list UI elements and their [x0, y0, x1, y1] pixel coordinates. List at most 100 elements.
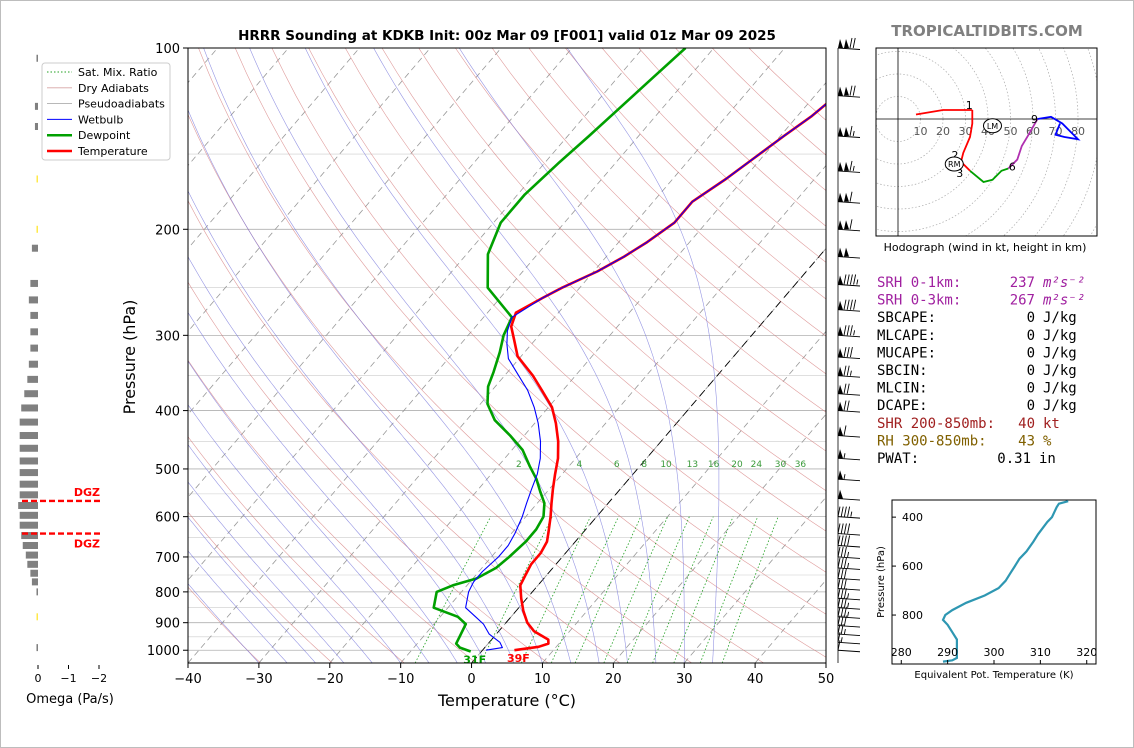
barb-half — [847, 593, 850, 599]
mixing-ratio-line — [652, 516, 714, 663]
omega-bar — [30, 344, 38, 352]
index-label: MLCIN: — [877, 381, 928, 397]
barb-full — [843, 383, 847, 394]
barb-staff — [837, 375, 861, 378]
omega-bar — [31, 578, 38, 586]
barb-full — [840, 506, 844, 517]
omega-bar — [22, 541, 38, 549]
barb-staff — [837, 228, 861, 232]
storm-motion-label: LM — [987, 122, 998, 131]
barb-staff — [837, 393, 861, 396]
barb-staff — [837, 533, 861, 536]
wind-barb — [837, 568, 861, 581]
y-tick-label: 1000 — [147, 644, 180, 659]
barb-staff — [837, 516, 861, 519]
wind-barb — [837, 632, 861, 645]
plot-content — [188, 48, 826, 663]
barb-staff — [837, 435, 861, 438]
barb-flag — [844, 192, 849, 202]
x-tick-label: 50 — [818, 672, 835, 687]
thetae-plot: 280 290 300 310 320 400 600 800 — [891, 499, 1097, 665]
barb-full — [843, 535, 847, 546]
barb-full — [843, 523, 847, 534]
moist-adiabat — [304, 48, 628, 663]
barb-half — [856, 279, 859, 285]
barb-staff — [837, 256, 861, 259]
temperature-series — [509, 102, 826, 652]
barb-full — [849, 346, 853, 358]
dry-adiabat — [188, 113, 692, 663]
barb-full — [837, 506, 841, 517]
index-value: 0 — [1027, 310, 1035, 326]
barb-staff — [837, 597, 861, 601]
mixing-ratio-line — [626, 516, 690, 663]
omega-tick-label: 0 — [35, 672, 42, 685]
wind-barb — [837, 606, 861, 619]
index-label: DCAPE: — [877, 398, 928, 414]
hodo-segment — [1007, 118, 1039, 170]
barb-full — [837, 557, 841, 569]
omega-bar — [30, 311, 38, 319]
moist-adiabat — [203, 48, 572, 663]
skewt-xlabel: Temperature (°C) — [437, 691, 576, 710]
mixing-ratio-label: 24 — [751, 460, 763, 470]
wind-barb — [837, 365, 861, 378]
omega-bar — [36, 175, 38, 183]
omega-bar — [27, 375, 38, 383]
barb-full — [843, 615, 847, 626]
hodo-ring-label: 30 — [959, 125, 973, 138]
moist-adiabat — [188, 550, 288, 663]
barb-flag — [838, 401, 843, 411]
barb-flag — [844, 39, 849, 48]
mixing-ratio-line — [574, 516, 642, 663]
barb-half — [843, 474, 846, 480]
barb-staff — [837, 410, 861, 413]
y-tick-label: 200 — [155, 223, 180, 238]
wind-barb — [837, 400, 861, 413]
barb-full — [849, 219, 853, 230]
y-tick-label: 300 — [155, 329, 180, 344]
omega-bar — [18, 502, 38, 510]
dry-adiabat — [188, 511, 333, 663]
index-row: RH 300-850mb: 43% — [877, 433, 1052, 449]
barb-full — [846, 400, 850, 411]
index-unit: kt — [1043, 416, 1060, 432]
barb-flag — [838, 275, 843, 285]
barb-full — [846, 383, 850, 394]
barb-half — [847, 602, 850, 608]
barb-full — [840, 623, 844, 635]
barb-flag — [838, 449, 843, 459]
barb-half — [849, 370, 852, 376]
y-tick-label: 500 — [155, 463, 180, 478]
omega-bar — [19, 457, 38, 465]
dry-adiabat — [198, 48, 764, 663]
thetae-x-tick-label: 310 — [1030, 646, 1051, 659]
index-unit: J/kg — [1043, 398, 1077, 414]
wind-barb — [837, 615, 861, 628]
barb-flag — [838, 127, 843, 137]
barb-staff — [837, 356, 861, 360]
barb-full — [849, 325, 853, 336]
barb-half — [843, 628, 846, 635]
wind-barb — [837, 557, 861, 570]
barb-flag — [838, 220, 843, 230]
index-value: 0 — [1027, 363, 1035, 379]
dry-adiabat — [345, 48, 826, 532]
wind-barb — [837, 191, 861, 204]
hodo-ring-label: 80 — [1071, 125, 1085, 138]
barb-full — [847, 506, 851, 517]
hodo-height-label: 3 — [956, 167, 963, 180]
index-row: SBCAPE: 0 J/kg — [877, 310, 1077, 326]
wind-barb — [837, 125, 861, 138]
isotherm-line — [683, 496, 826, 663]
dry-adiabat — [491, 48, 826, 375]
index-value: 0 — [1027, 345, 1035, 361]
index-unit: m²s⁻² — [1042, 275, 1085, 291]
index-value: 267 — [1010, 293, 1035, 309]
moist-adiabat — [188, 360, 430, 663]
barb-half — [843, 453, 846, 459]
omega-bar — [36, 613, 38, 621]
index-label: SRH 0-3km: — [877, 293, 961, 309]
wind-barb — [837, 546, 861, 559]
